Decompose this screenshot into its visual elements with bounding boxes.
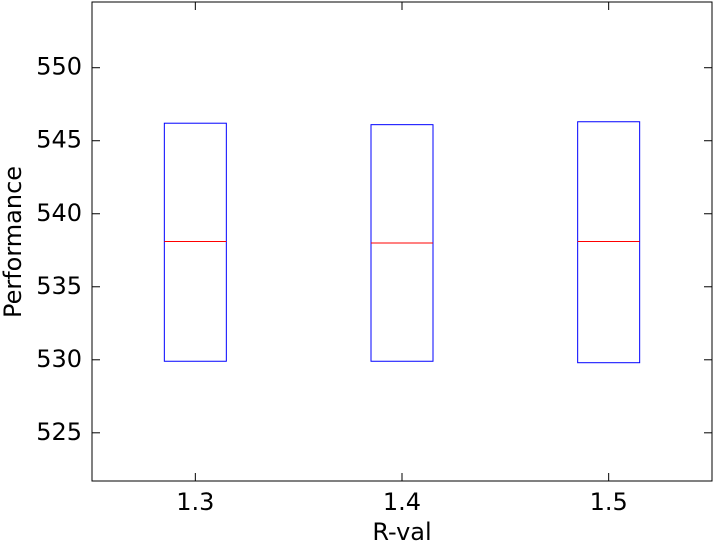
y-tick-label: 540 — [36, 199, 82, 227]
box — [163, 122, 227, 362]
y-tick-label: 545 — [36, 126, 82, 154]
x-tick-label: 1.5 — [590, 488, 628, 516]
y-axis-label: Performance — [0, 166, 27, 318]
box — [577, 121, 641, 364]
x-tick-label: 1.3 — [176, 488, 214, 516]
y-tick-label: 530 — [36, 345, 82, 373]
x-axis-label: R-val — [372, 518, 431, 546]
y-tick-label: 550 — [36, 53, 82, 81]
x-tick-label: 1.4 — [383, 488, 421, 516]
y-tick-label: 525 — [36, 418, 82, 446]
y-tick-label: 535 — [36, 272, 82, 300]
